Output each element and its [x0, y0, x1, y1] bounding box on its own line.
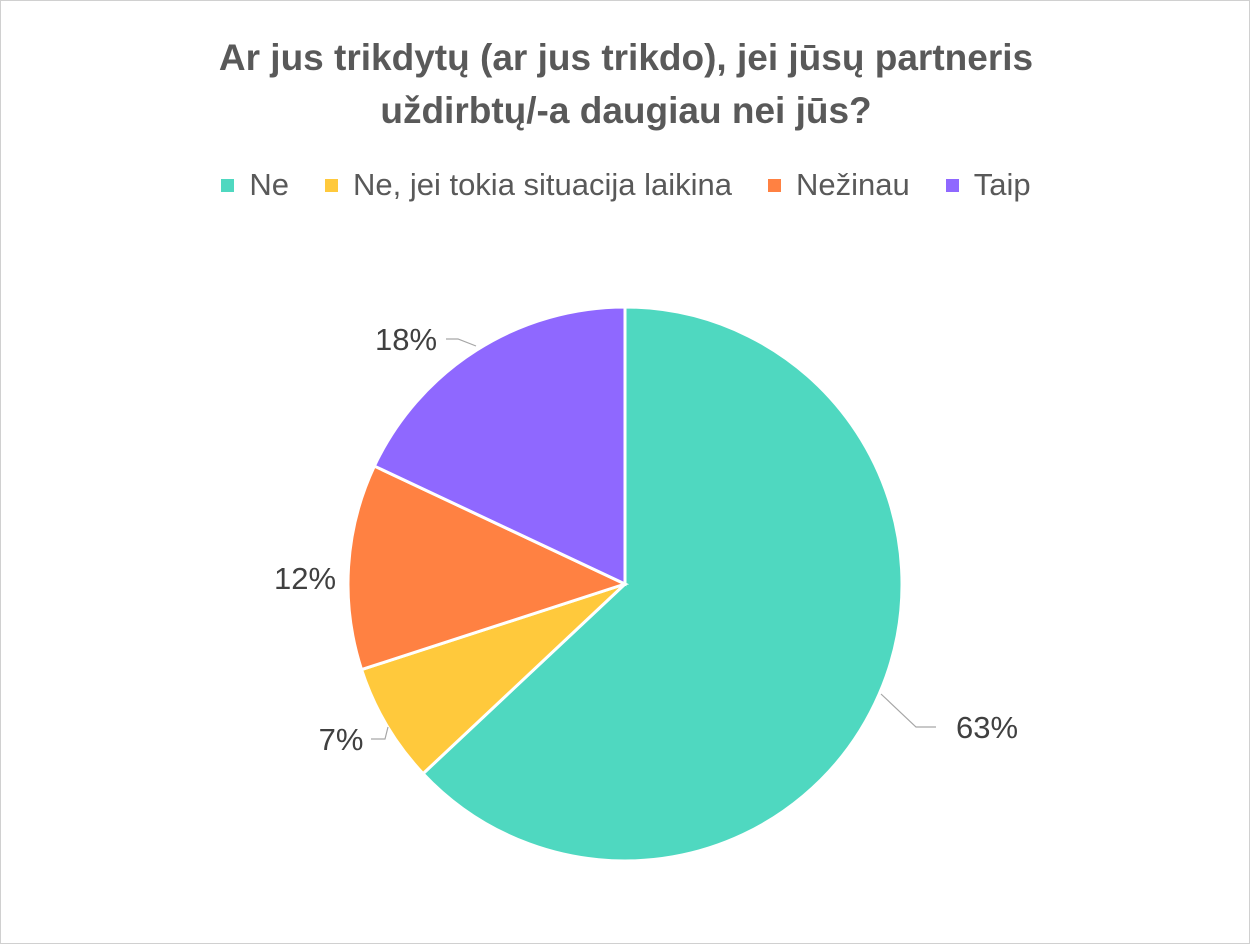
- chart-title-line-2: uždirbtų/-a daugiau nei jūs?: [380, 90, 872, 131]
- chart-title: Ar jus trikdytų (ar jus trikdo), jei jūs…: [101, 31, 1151, 137]
- legend-label-taip: Taip: [973, 167, 1031, 202]
- data-label-ne: 63%: [956, 710, 1018, 745]
- pie-slice-taip: [372, 305, 627, 587]
- legend-swatch-ne: [221, 178, 235, 192]
- legend-item-nezinau: Nežinau: [768, 167, 910, 203]
- chart-legend: Ne Ne, jei tokia situacija laikina Nežin…: [1, 167, 1250, 203]
- legend-label-ne-laikina: Ne, jei tokia situacija laikina: [352, 167, 733, 202]
- data-label-ne-laikina: 7%: [319, 722, 364, 757]
- pie-data-labels: 63% 7% 12% 18%: [274, 322, 1018, 757]
- legend-item-ne: Ne: [221, 167, 289, 203]
- leader-line-ne-laikina: [371, 726, 389, 740]
- data-label-taip: 18%: [375, 322, 437, 357]
- pie-slice-nezinau: [346, 464, 630, 672]
- legend-swatch-taip: [945, 178, 959, 192]
- legend-swatch-nezinau: [768, 178, 782, 192]
- pie-slice-ne: [420, 305, 904, 863]
- leader-line-taip: [446, 338, 477, 347]
- pie-slice-ne-laikina: [359, 582, 627, 776]
- legend-label-ne: Ne: [249, 167, 289, 202]
- leader-lines: [371, 338, 936, 740]
- data-label-nezinau: 12%: [274, 561, 336, 596]
- legend-item-taip: Taip: [945, 167, 1031, 203]
- leader-line-ne: [880, 693, 936, 728]
- chart-title-line-1: Ar jus trikdytų (ar jus trikdo), jei jūs…: [218, 37, 1034, 78]
- legend-label-nezinau: Nežinau: [796, 167, 910, 202]
- pie-slices: [346, 305, 904, 863]
- legend-item-ne-laikina: Ne, jei tokia situacija laikina: [324, 167, 733, 203]
- legend-swatch-ne-laikina: [324, 178, 338, 192]
